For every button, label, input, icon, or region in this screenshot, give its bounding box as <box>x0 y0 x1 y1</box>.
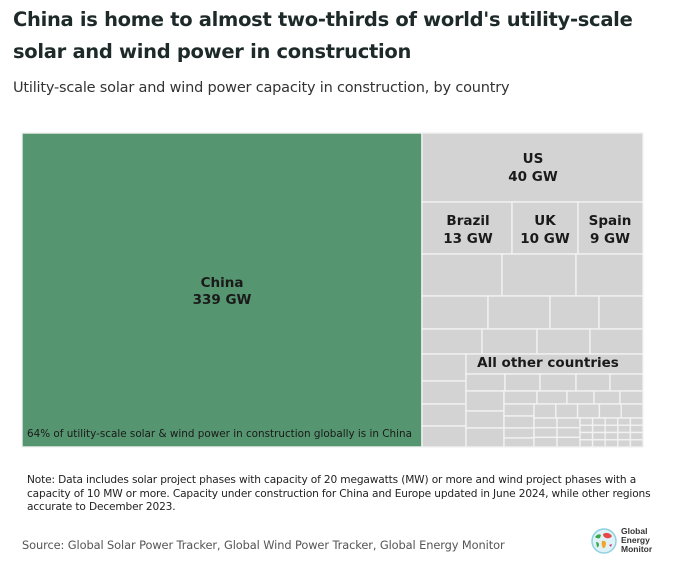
uk-name-label: UK <box>534 213 556 229</box>
cell-other-country <box>465 410 505 429</box>
cell-other-country <box>617 439 632 448</box>
cell-other-country <box>591 431 606 441</box>
cell-other-country <box>536 328 591 355</box>
cell-other-country <box>629 424 644 434</box>
cell-other-country <box>503 403 535 417</box>
cell-other-country <box>504 373 541 392</box>
cell-other-country <box>503 390 538 405</box>
cell-other-country <box>598 403 622 419</box>
cell-other-country <box>620 403 644 419</box>
cell-other-country <box>503 427 535 439</box>
brazil-name-label: Brazil <box>446 213 489 229</box>
cell-other-country <box>604 431 619 441</box>
cell-other-country <box>481 328 538 355</box>
cell-other-country <box>617 424 632 434</box>
cell-other-country <box>604 439 619 448</box>
cell-other-country <box>579 417 594 426</box>
china-value-label: 339 GW <box>193 292 252 308</box>
cell-other-country <box>619 390 644 405</box>
chart-title: China is home to almost two-thirds of wo… <box>13 8 633 63</box>
china-name-label: China <box>201 275 244 291</box>
other-countries-label: All other countries <box>477 355 619 371</box>
brazil-value-label: 13 GW <box>443 231 493 247</box>
cell-other-country <box>533 417 558 429</box>
cell-other-country <box>609 373 644 392</box>
cell-other-country <box>575 253 644 297</box>
cell-other-country <box>579 424 594 434</box>
cell-other-country <box>556 417 581 429</box>
cell-other-country <box>591 439 606 448</box>
cell-other-country <box>421 403 467 427</box>
cell-other-country <box>591 417 606 426</box>
cell-other-country <box>421 328 483 355</box>
treemap-chart: China 339 GW US 40 GW Brazil 13 GW UK 10… <box>21 132 644 448</box>
cell-china <box>21 132 423 448</box>
footnote: Note: Data includes solar project phases… <box>27 474 651 513</box>
cell-other-country <box>533 403 557 419</box>
cell-uk <box>511 201 579 255</box>
cell-other-country <box>617 417 632 426</box>
cell-other-country <box>503 415 535 429</box>
us-name-label: US <box>523 151 544 167</box>
cell-other-country <box>503 437 535 448</box>
cell-other-country <box>465 427 505 448</box>
spain-value-label: 9 GW <box>590 231 630 247</box>
cell-other-country <box>556 436 581 448</box>
cell-other-country <box>576 403 601 419</box>
cell-other-country <box>533 426 558 439</box>
cell-other-country <box>556 426 581 439</box>
source-text: Source: Global Solar Power Tracker, Glob… <box>22 538 505 552</box>
cell-us <box>421 132 644 203</box>
spain-name-label: Spain <box>589 213 632 229</box>
cell-other-country <box>487 295 551 330</box>
cell-other-country <box>589 328 644 355</box>
cell-other-country <box>421 425 467 448</box>
cell-other-country <box>501 253 577 297</box>
cell-other-country <box>549 295 600 330</box>
cell-other-country <box>617 431 632 441</box>
globe-icon <box>591 527 617 554</box>
cell-other-country <box>566 390 595 405</box>
cell-other-country <box>629 431 644 441</box>
cell-other-country <box>579 431 594 441</box>
logo-line-1: Global <box>621 526 648 536</box>
uk-value-label: 10 GW <box>520 231 570 247</box>
cell-other-country <box>629 439 644 448</box>
cell-other-country <box>629 417 644 426</box>
cell-other-country <box>465 390 505 412</box>
cell-other-country <box>465 373 506 392</box>
logo-line-2: Energy <box>621 535 650 545</box>
cell-other-country <box>421 380 467 405</box>
cell-other-country <box>579 439 594 448</box>
cell-other-country <box>421 253 503 297</box>
cell-other-country <box>598 295 644 330</box>
chart-subtitle: Utility-scale solar and wind power capac… <box>13 80 510 96</box>
cell-other-country <box>555 403 579 419</box>
gem-logo: Global Energy Monitor <box>591 527 652 554</box>
cell-other-country <box>591 424 606 434</box>
other-countries-cells <box>421 253 644 448</box>
cell-other-country <box>539 373 577 392</box>
china-share-annotation: 64% of utility-scale solar & wind power … <box>27 428 412 440</box>
cell-other-country <box>604 417 619 426</box>
logo-line-3: Monitor <box>621 544 653 554</box>
us-value-label: 40 GW <box>508 169 558 185</box>
cell-other-country <box>536 390 568 405</box>
cell-other-country <box>421 295 489 330</box>
cell-other-country <box>593 390 621 405</box>
cell-other-country <box>533 436 558 448</box>
cell-spain <box>577 201 644 255</box>
cell-other-country <box>575 373 611 392</box>
cell-other-country <box>604 424 619 434</box>
cell-other-country <box>421 353 467 382</box>
